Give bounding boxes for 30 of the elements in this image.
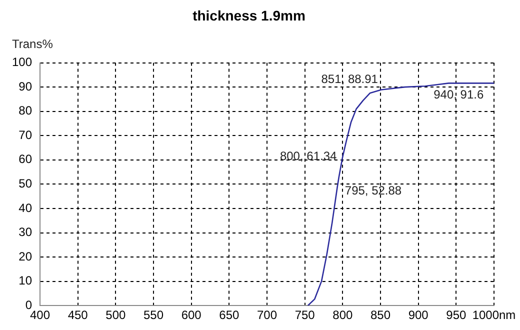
y-tick-label: 20: [18, 249, 32, 264]
y-tick-label: 70: [18, 128, 32, 142]
x-tick-label: 700: [256, 308, 278, 322]
y-tick-label: 40: [18, 200, 32, 215]
x-tick-label: 950: [446, 308, 466, 322]
y-tick-label: 30: [18, 225, 32, 240]
y-tick-label: 60: [18, 152, 32, 166]
annotation: 795, 52.88: [344, 184, 402, 198]
x-tick-label: 1000nm: [472, 308, 516, 322]
x-tick-label: 400: [30, 308, 50, 322]
y-tick-label: 100: [12, 55, 32, 70]
y-tick-label: 50: [18, 176, 32, 191]
y-tick-label: 0: [25, 298, 32, 312]
y-tick-label: 10: [18, 274, 32, 288]
annotation: 940, 91.6: [434, 88, 484, 102]
x-tick-label: 750: [294, 308, 316, 322]
x-tick-label: 800: [332, 308, 354, 322]
y-axis-title: Trans%: [12, 37, 54, 52]
x-tick-label: 550: [144, 308, 164, 322]
x-tick-label: 600: [181, 308, 202, 322]
annotation: 800, 61.34: [280, 148, 337, 163]
x-tick-label: 650: [219, 308, 240, 322]
chart-title: thickness 1.9mm: [192, 7, 306, 24]
x-tick-label: 500: [106, 308, 126, 322]
x-tick-label: 450: [68, 308, 88, 322]
x-tick-label: 850: [370, 308, 391, 322]
y-tick-label: 80: [18, 104, 32, 118]
y-tick-label: 90: [18, 79, 32, 94]
x-tick-label: 900: [408, 308, 429, 322]
annotation: 851, 88.91: [321, 72, 378, 86]
